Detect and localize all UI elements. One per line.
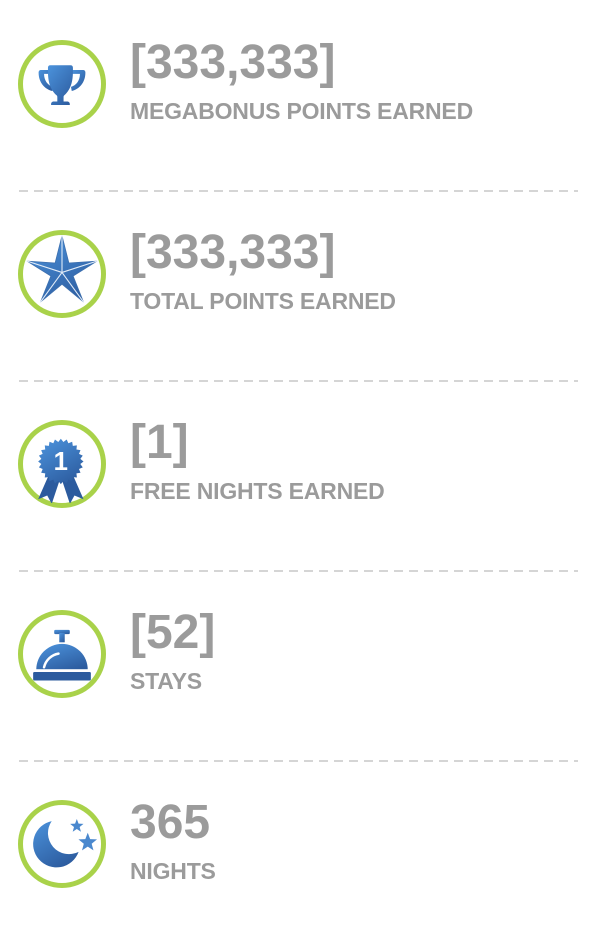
svg-text:1: 1: [54, 448, 68, 476]
